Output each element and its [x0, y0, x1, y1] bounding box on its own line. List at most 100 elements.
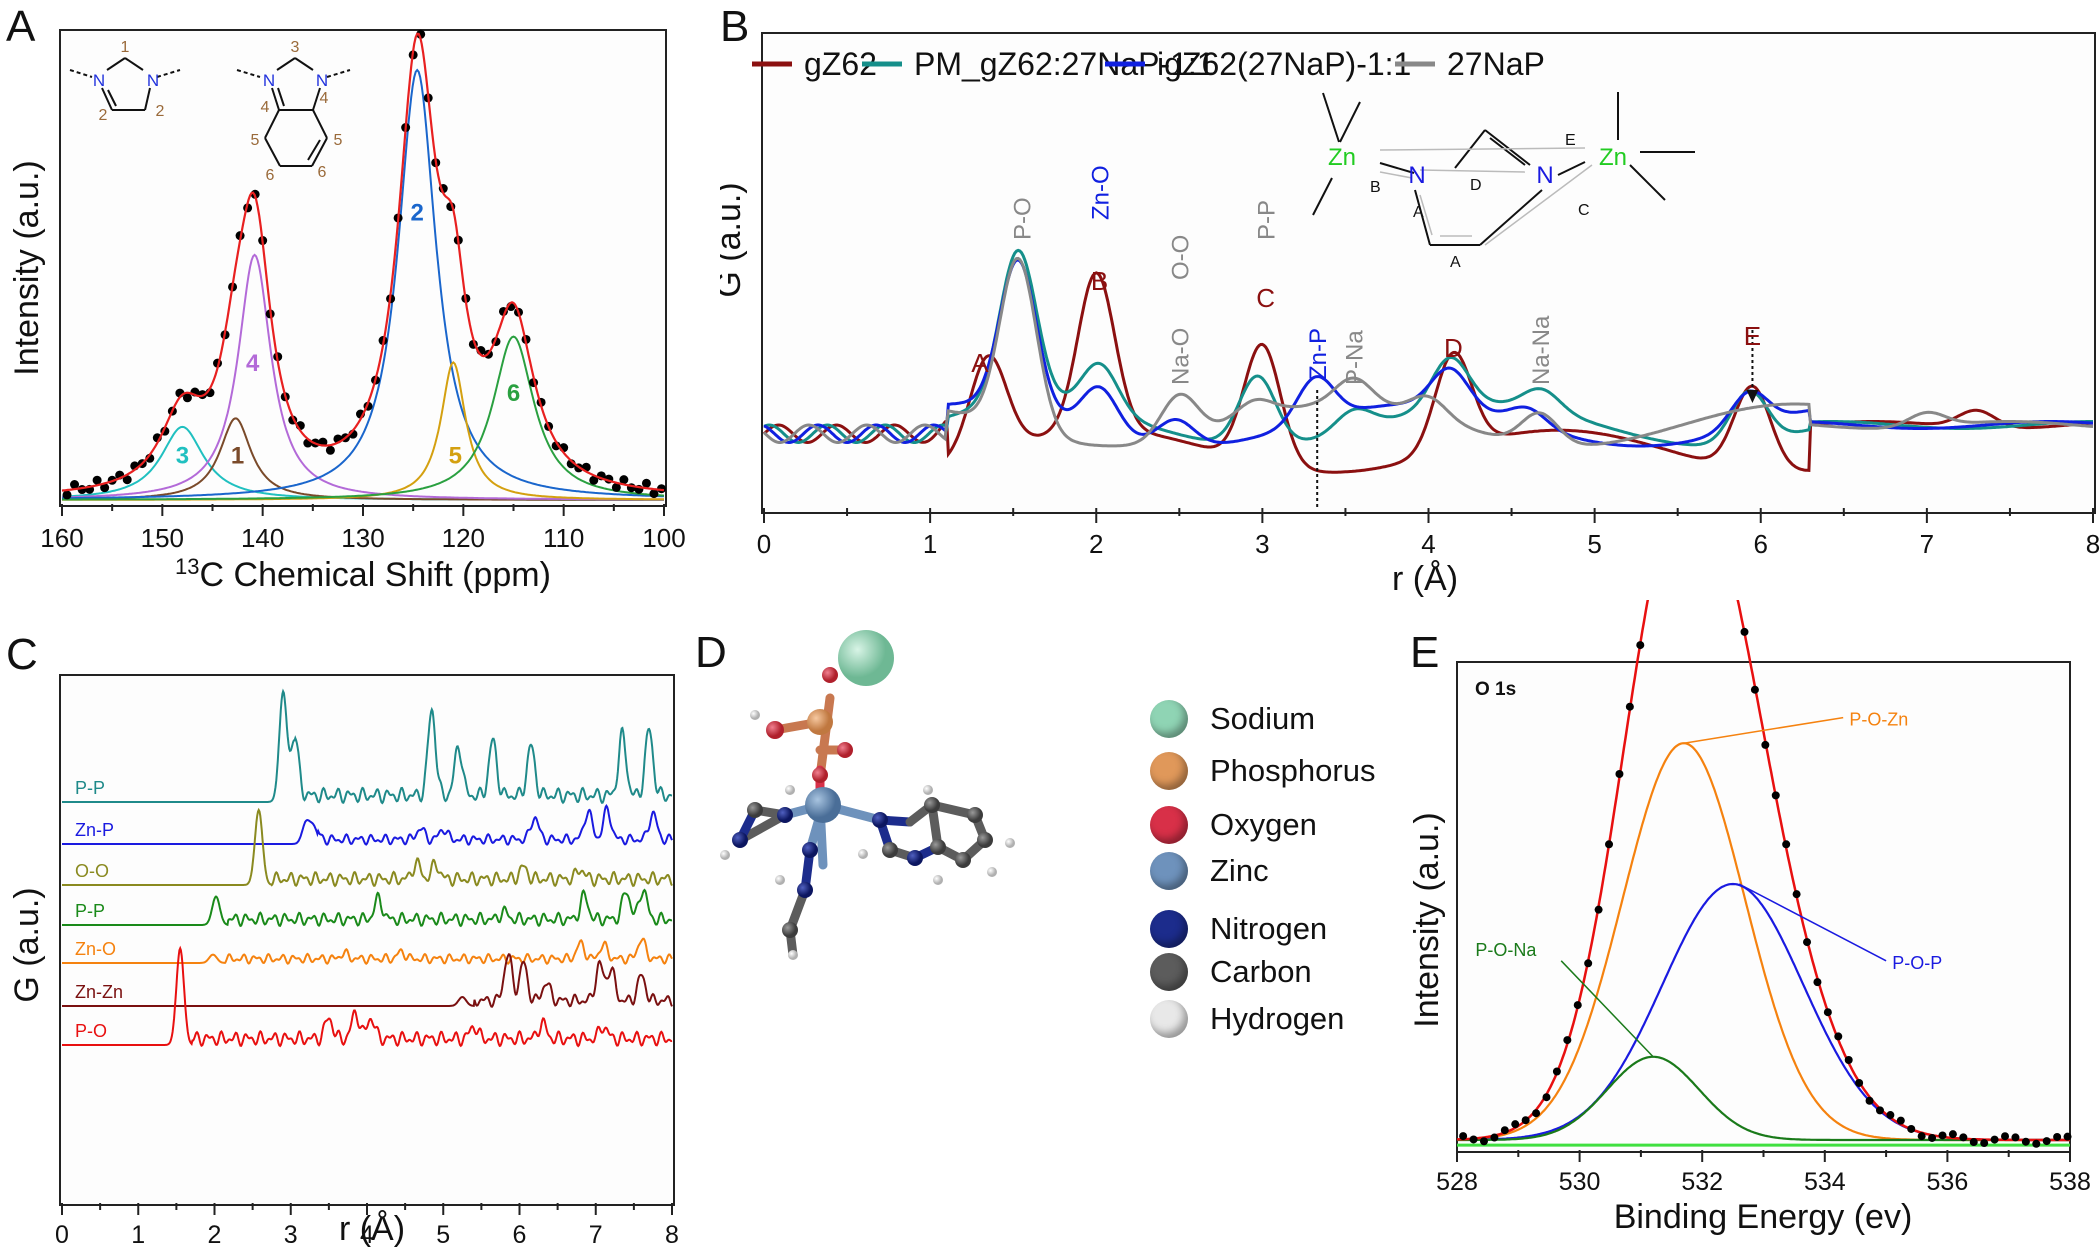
- data-point: [1782, 840, 1791, 849]
- annotation-arrow: [1683, 716, 1844, 744]
- peak-label: P-O: [1009, 197, 1036, 240]
- data-point: [100, 483, 110, 493]
- n-atom: N: [1408, 162, 1425, 189]
- data-point: [1740, 627, 1749, 636]
- data-point: [416, 29, 426, 39]
- peak-label: A: [971, 348, 989, 378]
- x-tick-label: 534: [1804, 1168, 1846, 1196]
- x-tick-label: 536: [1927, 1168, 1969, 1196]
- data-point: [1750, 685, 1759, 694]
- legend-label: 27NaP: [1447, 46, 1545, 82]
- atom-n: N: [263, 71, 275, 90]
- data-point: [122, 475, 132, 485]
- data-point: [1573, 1001, 1582, 1010]
- benzimidazole-structure: [236, 57, 351, 167]
- component-curve-6: [62, 335, 665, 501]
- x-tick-label: 5: [1587, 529, 1601, 559]
- carbon-label: 4: [320, 90, 329, 107]
- legend-item-carbon: Carbon: [1150, 953, 1312, 991]
- x-tick-label: 4: [360, 1221, 374, 1247]
- data-point: [92, 475, 102, 485]
- x-tick-label: 120: [442, 523, 485, 553]
- x-tick-label: 2: [1089, 529, 1103, 559]
- data-point: [1594, 905, 1603, 914]
- series-line-5: [62, 953, 673, 1008]
- data-point: [182, 393, 192, 403]
- atom-n: N: [147, 71, 159, 90]
- data-point: [1855, 1078, 1864, 1087]
- series-label: P-O: [75, 1021, 107, 1041]
- x-tick-label: 7: [1920, 529, 1934, 559]
- data-point: [1459, 1132, 1468, 1141]
- data-point: [1907, 1124, 1916, 1133]
- data-point: [2053, 1132, 2062, 1141]
- data-point: [611, 482, 621, 492]
- x-tick-label: 528: [1436, 1168, 1478, 1196]
- x-tick-label: 2: [208, 1221, 222, 1247]
- data-point: [1636, 641, 1645, 650]
- fit-curve: [61, 32, 665, 492]
- data-point: [1511, 1120, 1520, 1129]
- x-tick-label: 532: [1681, 1168, 1723, 1196]
- x-tick-label: 538: [2049, 1168, 2091, 1196]
- x-tick-label: 3: [1255, 529, 1269, 559]
- x-tick-label: 160: [40, 523, 83, 553]
- x-tick-label: 8: [665, 1221, 679, 1247]
- peak-label: C: [1256, 283, 1275, 313]
- peak-label: Zn-P: [1305, 328, 1332, 380]
- imidazole-structure: [69, 57, 181, 111]
- nitrogen-ball-icon: [1150, 910, 1188, 948]
- carbon-label: 5: [251, 132, 260, 149]
- x-tick-label: 0: [55, 1221, 69, 1247]
- data-point: [1469, 1135, 1478, 1144]
- data-point: [1865, 1096, 1874, 1105]
- distance-label: E: [1565, 132, 1576, 149]
- carbon-label: 6: [318, 164, 327, 181]
- data-point: [1792, 890, 1801, 899]
- data-point: [1563, 1036, 1572, 1045]
- x-tick-label: 1: [923, 529, 937, 559]
- panel-e-chart: O 1s P-O-Zn P-O-P P-O-Na 528 530 532 534 536 53…: [1408, 600, 2091, 1236]
- carbon-label: 2: [156, 103, 165, 120]
- component-label: P-O-P: [1892, 953, 1942, 973]
- spectrum-title: O 1s: [1475, 679, 1516, 700]
- x-tick-label: 6: [513, 1221, 527, 1247]
- data-point: [62, 490, 72, 500]
- legend-item-sodium: Sodium: [1150, 700, 1315, 738]
- arrow-head-icon: [1746, 390, 1759, 403]
- peak-label: D: [1444, 333, 1463, 363]
- legend-item-zinc: Zinc: [1150, 852, 1269, 890]
- data-point: [1834, 1032, 1843, 1041]
- panel-c-chart: P-P Zn-P O-O P-P Zn-O Zn-Zn P-O 0 1 2 3 4 5 6 7 8 r (Å…: [8, 674, 679, 1247]
- series-line-1: [62, 804, 673, 846]
- molecule-model: [720, 630, 1015, 960]
- carbon-label: 2: [99, 107, 108, 124]
- x-tick-label: 1: [131, 1221, 145, 1247]
- component-curve-2: [62, 68, 665, 500]
- carbon-label: 6: [266, 167, 275, 184]
- data-point: [1584, 959, 1593, 968]
- legend-label: igZ62(27NaP)-1:1: [1157, 46, 1411, 82]
- x-axis-label: r (Å): [339, 1210, 405, 1247]
- data-point: [1479, 1137, 1488, 1146]
- distance-label: A: [1450, 254, 1461, 271]
- atom-n: N: [93, 71, 105, 90]
- data-point: [1875, 1106, 1884, 1115]
- carbon-ball-icon: [1150, 953, 1188, 991]
- legend-item-hydrogen: Hydrogen: [1150, 1000, 1344, 1038]
- series-line-4: [62, 937, 673, 965]
- peak-label: P-P: [1254, 200, 1281, 240]
- x-tick-label: 7: [589, 1221, 603, 1247]
- peak-label: E: [1744, 321, 1761, 351]
- series-line-2: [763, 258, 2094, 448]
- x-tick-label: 8: [2086, 529, 2100, 559]
- peak-label: P-Na: [1342, 330, 1369, 385]
- data-point: [1500, 1126, 1509, 1135]
- annotation-arrow: [1738, 883, 1887, 962]
- x-tick-label: 140: [241, 523, 284, 553]
- component-label-3: 3: [176, 442, 189, 469]
- component-label-2: 2: [411, 200, 424, 227]
- peak-label: B: [1091, 266, 1108, 296]
- data-point: [1928, 1133, 1937, 1142]
- data-point: [2021, 1137, 2030, 1146]
